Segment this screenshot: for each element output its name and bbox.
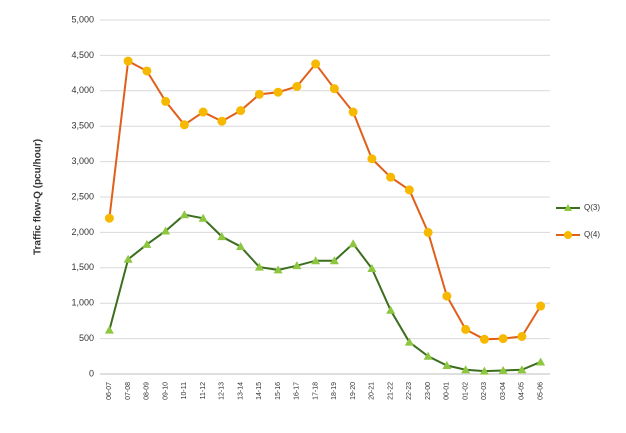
- point: [273, 87, 283, 97]
- point: [311, 256, 321, 265]
- point: [217, 232, 227, 241]
- point: [479, 334, 489, 344]
- point: [442, 291, 452, 301]
- point: [367, 264, 377, 273]
- x-tick-label: 23-00: [425, 382, 432, 400]
- point: [179, 120, 189, 130]
- point: [386, 305, 396, 314]
- point: [198, 213, 208, 222]
- point: [104, 213, 114, 223]
- point: [142, 239, 152, 248]
- x-tick-label: 11-12: [200, 382, 207, 399]
- point: [536, 301, 546, 311]
- point: [198, 107, 208, 117]
- point: [329, 84, 339, 94]
- point: [254, 89, 264, 99]
- legend-marker: [564, 231, 572, 239]
- x-tick-label: 22-23: [406, 382, 413, 400]
- point: [236, 106, 246, 116]
- point: [442, 361, 452, 370]
- point: [517, 365, 527, 374]
- x-tick-label: 16-17: [294, 382, 301, 400]
- point: [236, 242, 246, 251]
- point: [404, 185, 414, 195]
- point: [498, 334, 508, 344]
- point: [479, 366, 489, 375]
- x-tick-label: 01-02: [462, 382, 469, 400]
- x-tick-label: 07-08: [125, 382, 132, 400]
- x-tick-label: 04-05: [519, 382, 526, 400]
- point: [423, 227, 433, 237]
- y-tick-label: 4,500: [71, 50, 94, 60]
- point: [329, 256, 339, 265]
- y-tick-label: 2,500: [71, 191, 94, 201]
- point: [423, 351, 433, 360]
- point: [104, 325, 114, 334]
- x-tick-label: 19-20: [350, 382, 357, 400]
- point: [461, 324, 471, 334]
- y-tick-label: 1,500: [71, 262, 94, 272]
- point: [292, 82, 302, 92]
- x-tick-label: 12-13: [219, 382, 226, 400]
- point: [123, 56, 133, 66]
- x-tick-label: 03-04: [500, 382, 507, 400]
- series-line: [108, 213, 542, 373]
- point: [273, 265, 283, 274]
- y-tick-label: 4,000: [71, 85, 94, 95]
- point: [254, 262, 264, 271]
- x-tick-label: 08-09: [144, 382, 151, 400]
- series-line: [108, 59, 542, 341]
- point: [348, 107, 358, 117]
- point: [404, 337, 414, 346]
- x-tick-label: 02-03: [481, 382, 488, 400]
- x-tick-label: 10-11: [181, 382, 188, 399]
- point: [386, 172, 396, 182]
- point: [161, 96, 171, 106]
- point: [461, 365, 471, 374]
- point: [498, 365, 508, 374]
- y-tick-label: 3,500: [71, 121, 94, 131]
- x-tick-label: 13-14: [237, 382, 244, 400]
- y-axis-label: Traffic flow-Q (pcu/hour): [33, 139, 44, 255]
- x-tick-label: 18-19: [331, 382, 338, 400]
- x-tick-label: 21-22: [387, 382, 394, 400]
- y-tick-label: 2,000: [71, 227, 94, 237]
- y-tick-label: 3,000: [71, 156, 94, 166]
- point: [292, 261, 302, 270]
- x-tick-label: 14-15: [256, 382, 263, 400]
- x-tick-label: 15-16: [275, 382, 282, 400]
- point: [536, 357, 546, 366]
- y-tick-label: 0: [89, 368, 94, 378]
- x-tick-label: 00-01: [444, 382, 451, 400]
- point: [179, 210, 189, 219]
- point: [217, 116, 227, 126]
- point: [123, 254, 133, 263]
- legend-label: Q(4): [584, 230, 600, 239]
- x-tick-label: 06-07: [106, 382, 113, 400]
- y-tick-label: 1,000: [71, 298, 94, 308]
- point: [517, 331, 527, 341]
- x-tick-label: 09-10: [162, 382, 169, 400]
- point: [311, 59, 321, 69]
- point: [367, 154, 377, 164]
- y-tick-label: 5,000: [71, 14, 94, 24]
- legend-label: Q(3): [584, 203, 600, 212]
- point: [142, 66, 152, 76]
- point: [348, 239, 358, 248]
- x-tick-label: 20-21: [369, 382, 376, 400]
- x-tick-label: 17-18: [312, 382, 319, 400]
- y-tick-label: 500: [79, 333, 94, 343]
- legend-marker: [564, 204, 572, 211]
- point: [161, 226, 171, 235]
- x-tick-label: 05-06: [537, 382, 544, 400]
